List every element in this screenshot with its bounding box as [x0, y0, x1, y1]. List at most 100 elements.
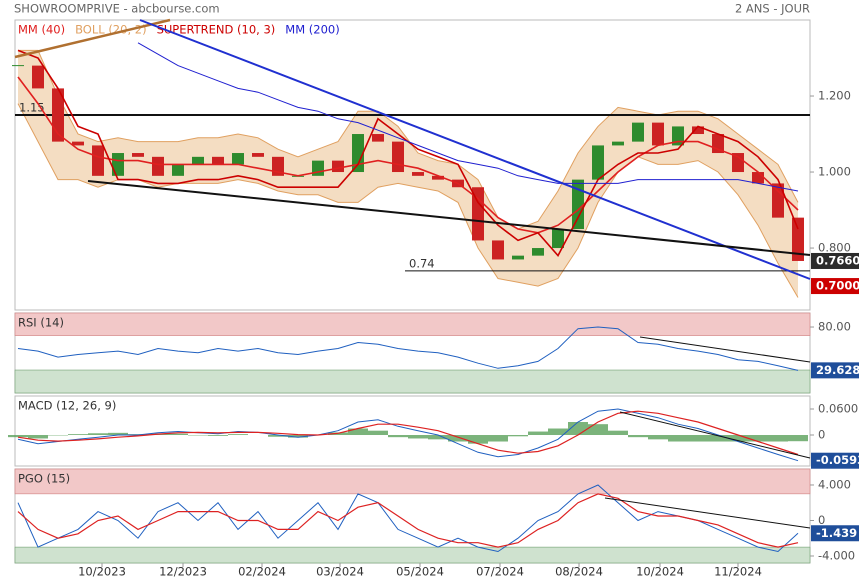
- price-tag: [811, 252, 859, 269]
- y-tick-label: 80.00: [818, 320, 851, 334]
- candle: [112, 153, 124, 176]
- candle: [72, 141, 84, 146]
- band-fill: [18, 50, 798, 298]
- y-tick-label: -4.000: [818, 548, 855, 562]
- y-tick-label: 4.000: [818, 477, 851, 491]
- band-lower: [17, 103, 799, 298]
- x-tick-label: 07/2024: [476, 565, 524, 579]
- candle: [492, 240, 504, 260]
- candle: [792, 217, 804, 261]
- price-tag-label: 0.7000: [816, 279, 860, 293]
- panel-title: MACD (12, 26, 9): [18, 399, 116, 413]
- price-tag: [811, 525, 859, 542]
- candle: [532, 248, 544, 256]
- candle: [392, 141, 404, 173]
- y-tick-label: 0.800: [818, 241, 851, 255]
- histogram-bar: [608, 430, 628, 436]
- histogram-bar: [728, 435, 748, 442]
- series-line: [17, 76, 799, 234]
- histogram-bar: [288, 435, 308, 438]
- x-tick-label: 03/2024: [316, 565, 364, 579]
- candle: [572, 179, 584, 230]
- histogram-bar: [108, 432, 128, 436]
- price-tag-label: 0.7660: [816, 253, 860, 267]
- histogram-bar: [708, 435, 728, 442]
- candle: [192, 156, 204, 165]
- legend-entry: BOLL (20, 2): [75, 23, 146, 37]
- histogram-bar: [768, 435, 788, 442]
- x-tick-label: 05/2024: [396, 565, 444, 579]
- x-tick-label: 02/2024: [238, 565, 286, 579]
- candle: [332, 160, 344, 173]
- histogram-bar: [788, 435, 808, 442]
- trend-line: [14, 18, 171, 59]
- candle: [592, 145, 604, 180]
- signal-line: [17, 410, 799, 456]
- candle: [732, 153, 744, 173]
- candle: [752, 172, 764, 184]
- histogram-bar: [448, 435, 468, 442]
- y-tick-label: 1.200: [818, 89, 851, 103]
- panel: [14, 395, 811, 467]
- overbought-zone: [14, 468, 811, 495]
- price-tag: [811, 452, 859, 469]
- price-tag-label: -1.439: [816, 526, 857, 540]
- legend-entry: MM (200): [285, 23, 339, 37]
- histogram-bar: [8, 435, 28, 438]
- histogram-bar: [268, 435, 288, 437]
- histogram-bar: [368, 430, 388, 436]
- price-tag-label: 29.628: [816, 363, 860, 377]
- candle: [552, 229, 564, 249]
- histogram-bar: [648, 435, 668, 440]
- candle: [352, 134, 364, 173]
- histogram-bar: [528, 431, 548, 436]
- price-tag: [811, 278, 859, 295]
- source: SHOWROOMPRIVE - abcbourse.com: [14, 2, 220, 16]
- histogram-bar: [348, 428, 368, 436]
- histogram-bar: [228, 434, 248, 436]
- candle: [172, 164, 184, 176]
- candle: [632, 122, 644, 142]
- legend-entry: MM (40): [18, 23, 65, 37]
- histogram-bar: [488, 435, 508, 442]
- candle: [672, 126, 684, 146]
- indicator-line: [17, 326, 799, 371]
- histogram-bar: [628, 435, 648, 438]
- overbought-zone: [14, 312, 811, 336]
- y-tick-label: 1.000: [818, 165, 851, 179]
- histogram-bar: [28, 435, 48, 439]
- candle: [152, 156, 164, 176]
- histogram-bar: [88, 433, 108, 436]
- histogram-bar: [208, 435, 228, 436]
- candle: [412, 172, 424, 176]
- level-label: 0.74: [409, 256, 435, 270]
- candle: [512, 255, 524, 260]
- candle: [652, 122, 664, 146]
- y-tick-label: 0: [818, 428, 825, 442]
- histogram-bar: [428, 435, 448, 440]
- panel-title: PGO (15): [18, 472, 70, 486]
- price-tag: [811, 362, 859, 379]
- oversold-zone: [14, 369, 811, 394]
- x-tick-label: 11/2024: [714, 565, 762, 579]
- histogram-bar: [668, 435, 688, 442]
- x-tick-label: 10/2024: [636, 565, 684, 579]
- panel-title: RSI (14): [18, 316, 64, 330]
- period: 2 ANS - JOUR: [735, 2, 810, 16]
- histogram-bar: [688, 435, 708, 442]
- candle: [252, 153, 264, 157]
- signal-line: [17, 493, 799, 548]
- candle: [612, 141, 624, 146]
- trend-line: [639, 336, 811, 363]
- trend-line: [87, 180, 811, 256]
- price-tag-label: -0.0593: [816, 453, 860, 467]
- x-tick-label: 08/2024: [555, 565, 603, 579]
- candle: [32, 65, 44, 89]
- oversold-zone: [14, 546, 811, 564]
- histogram-bar: [548, 428, 568, 436]
- candle: [232, 153, 244, 165]
- candle: [212, 156, 224, 165]
- x-tick-label: 12/2023: [159, 565, 207, 579]
